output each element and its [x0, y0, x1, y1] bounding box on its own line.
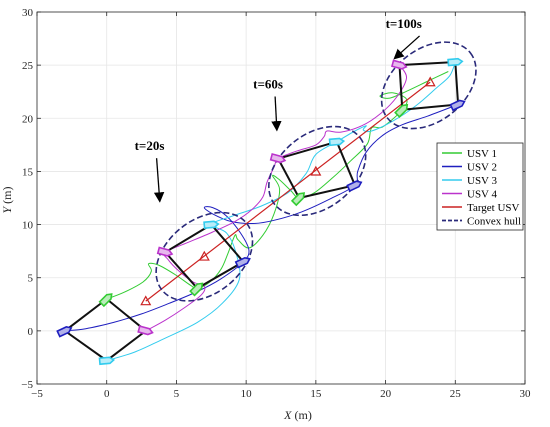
y-axis-label: Y (m): [0, 186, 14, 213]
usv-boat-marker: [290, 192, 306, 207]
usv-boat-marker: [98, 293, 113, 308]
legend-entry: USV 4: [467, 189, 498, 201]
usv-hull-fill: [450, 100, 465, 111]
annotation-label: t=20s: [135, 138, 165, 153]
target-usv-marker: [140, 295, 152, 306]
usv-hull-fill: [235, 257, 250, 268]
annotation-label: t=60s: [253, 77, 283, 92]
usv-boat-marker: [56, 326, 73, 338]
usv-boat-marker: [234, 256, 251, 269]
y-tick-label: 15: [22, 166, 34, 178]
x-tick-label: −5: [31, 388, 43, 400]
usv-hull-icon: [390, 59, 408, 70]
usv-hull-icon: [203, 220, 220, 230]
usv-hull-icon: [394, 103, 409, 118]
usv-boat-marker: [346, 180, 363, 192]
y-tick-label: −5: [21, 379, 33, 391]
usv-hull-icon: [156, 246, 174, 257]
x-tick-label: 5: [174, 388, 180, 400]
convex-hull-ellipse: [268, 125, 367, 217]
target-usv-marker: [198, 250, 210, 261]
usv-hull-fill: [99, 294, 112, 307]
usv-hull-fill: [138, 326, 153, 335]
usv-hull-fill: [57, 326, 72, 337]
usv-boat-marker: [328, 137, 346, 147]
usv-hull-icon: [449, 99, 466, 112]
usv-hull-fill: [270, 153, 285, 163]
annotation-arrow: [393, 35, 421, 60]
usv-hull-fill: [190, 283, 203, 296]
convex-hull-ellipse: [380, 41, 477, 130]
legend-entry: Target USV: [467, 202, 520, 214]
usv-boat-marker: [394, 103, 409, 118]
legend-entry: Convex hull: [467, 216, 521, 228]
target-usv-marker: [424, 76, 436, 87]
annotation-arrow: [153, 158, 165, 203]
legend-entry: USV 1: [467, 148, 497, 160]
x-tick-label: 10: [241, 388, 253, 400]
target-path-line: [145, 81, 431, 302]
x-tick-label: 30: [520, 388, 532, 400]
convex-hull-ellipse: [155, 211, 254, 302]
y-tick-label: 30: [22, 7, 34, 19]
usv-hull-icon: [137, 325, 154, 336]
legend-box: [436, 142, 524, 231]
x-tick-label: 20: [380, 388, 392, 400]
usv-hull-fill: [391, 60, 407, 69]
usv-hull-icon: [290, 192, 306, 207]
usv-boat-marker: [203, 220, 220, 230]
usv-hull-fill: [99, 357, 114, 365]
usv-hull-icon: [98, 293, 113, 308]
y-tick-label: 25: [22, 60, 34, 72]
usv-hull-icon: [189, 282, 204, 297]
legend-entry: USV 3: [467, 175, 498, 187]
usv-boat-marker: [137, 325, 154, 336]
annotation-arrow: [271, 96, 282, 132]
usv-hull-icon: [346, 180, 363, 192]
usv-boat-marker: [447, 57, 464, 67]
y-tick-label: 10: [22, 220, 34, 232]
axes-frame: [36, 11, 526, 385]
usv-hull-fill: [395, 104, 408, 117]
target-usv-path: [140, 76, 436, 306]
usv-boat-marker: [449, 99, 466, 112]
usv-hull-fill: [157, 247, 173, 256]
usv-hull-icon: [269, 152, 287, 164]
usv-boat-marker: [98, 356, 116, 366]
trajectory-usv2: [64, 104, 459, 332]
usv-boat-marker: [189, 282, 204, 297]
trajectory-usv1: [106, 71, 449, 300]
usv-boat-marker: [269, 152, 287, 164]
usv-boat-marker: [390, 59, 408, 70]
usv-boat-marker: [156, 246, 174, 257]
usv-hull-fill: [347, 181, 362, 191]
x-tick-label: 25: [450, 388, 462, 400]
annotation-label: t=100s: [386, 16, 422, 31]
usv-hull-fill: [204, 221, 219, 229]
usv-hull-icon: [328, 137, 346, 147]
usv-hull-icon: [447, 57, 464, 67]
usv-hull-icon: [234, 256, 251, 269]
time-annotations: t=20s t=60s t=100s: [135, 16, 422, 203]
usv-markers: [56, 57, 466, 366]
target-usv-marker: [310, 165, 322, 176]
x-tick-label: 15: [310, 388, 322, 400]
x-tick-label: 0: [104, 388, 110, 400]
usv-hull-fill: [329, 138, 344, 146]
usv-hull-fill: [292, 193, 305, 206]
y-tick-label: 0: [28, 326, 34, 338]
usv-hull-icon: [56, 326, 73, 338]
convex-hulls: [155, 41, 477, 302]
y-tick-label: 5: [28, 273, 34, 285]
y-tick-label: 20: [22, 113, 34, 125]
usv-hull-fill: [448, 58, 463, 66]
axes: −5−5 0 0 5 5 10 10 15 15 20 20 25 25 30 30: [21, 7, 531, 400]
legend-entry: USV 2: [467, 162, 497, 174]
usv-hull-icon: [98, 356, 116, 366]
x-axis-label: X (m): [283, 408, 312, 422]
